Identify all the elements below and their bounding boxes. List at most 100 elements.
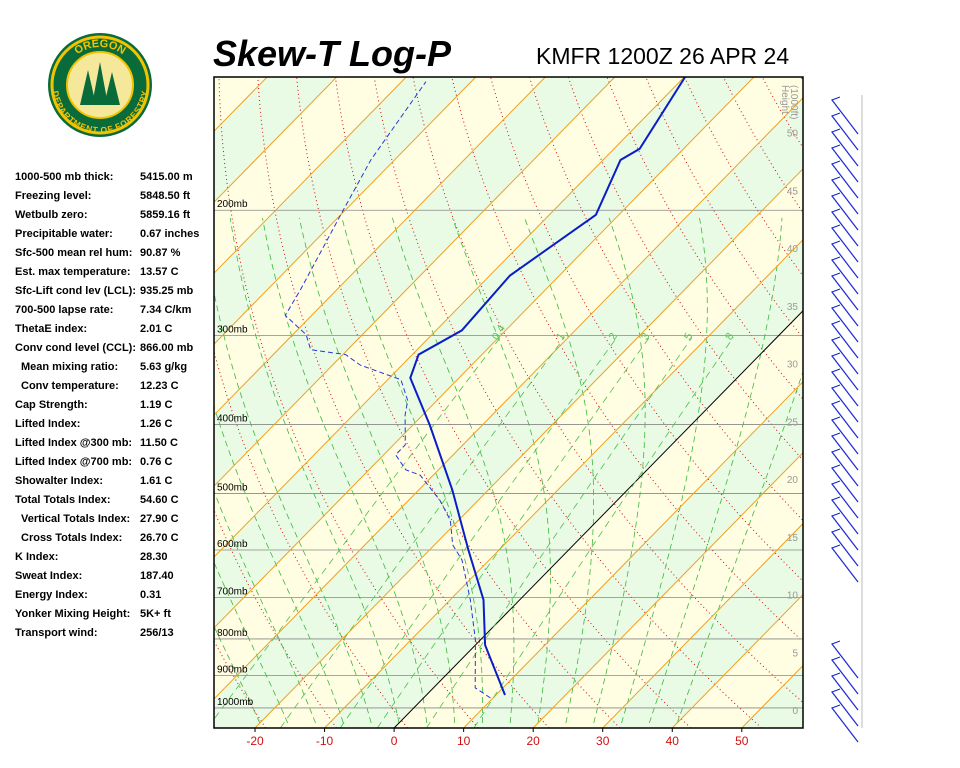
x-tick-label: 20 xyxy=(527,734,541,748)
wind-barb xyxy=(831,112,859,151)
stat-value: 1.19 C xyxy=(140,399,172,411)
mixing-ratio-line xyxy=(280,337,565,728)
isotherm-grid-line xyxy=(393,310,803,728)
stat-value: 256/13 xyxy=(140,627,174,639)
moist-adiabat xyxy=(341,217,484,724)
stat-value: 7.34 C/km xyxy=(140,304,192,316)
height-tick-label: 0 xyxy=(792,706,798,717)
y-tick-label: 700mb xyxy=(217,587,248,598)
y-tick-label: 200mb xyxy=(217,199,248,210)
wind-barb xyxy=(831,240,859,279)
moist-adiabat xyxy=(452,217,551,724)
stat-label: Est. max temperature: xyxy=(15,266,131,278)
stats-list: 1000-500 mb thick: 5415.00 m Freezing leve… xyxy=(15,171,199,639)
wind-barb xyxy=(831,704,859,743)
mixing-ratio-line xyxy=(214,337,501,720)
y-tick-label: 600mb xyxy=(217,539,248,550)
stat-label: Mean mixing ratio: xyxy=(21,361,118,373)
stat-label: Sfc-500 mean rel hum: xyxy=(15,247,132,259)
wind-barb xyxy=(831,272,859,311)
mixing-ratio-line xyxy=(339,337,618,728)
stat-value: 12.23 C xyxy=(140,380,179,392)
moist-adiabat xyxy=(392,217,515,724)
wind-barb xyxy=(831,544,859,583)
stat-value: 1.61 C xyxy=(140,475,172,487)
stat-label: Conv cond level (CCL): xyxy=(15,342,136,354)
logo-top: OREGON xyxy=(72,38,127,57)
dry-adiabat xyxy=(214,349,408,728)
stat-value: 5K+ ft xyxy=(140,608,171,620)
stat-label: Conv temperature: xyxy=(21,380,119,392)
wind-barb xyxy=(831,224,859,263)
logo-top-text: OREGON xyxy=(72,38,127,57)
stat-label: Cross Totals Index: xyxy=(21,532,122,544)
moist-adiabat xyxy=(214,290,372,724)
stat-label: Vertical Totals Index: xyxy=(21,513,130,525)
moist-adiabat xyxy=(214,490,316,724)
dry-adiabat xyxy=(879,77,960,728)
dry-adiabat xyxy=(528,77,803,522)
dry-adiabat xyxy=(840,77,960,728)
moist-adiabat xyxy=(298,217,455,724)
height-tick-label: 5 xyxy=(792,648,798,659)
wind-barb xyxy=(831,176,859,215)
wind-barb xyxy=(831,688,859,727)
stat-label: Wetbulb zero: xyxy=(15,209,88,221)
wind-barb xyxy=(831,448,859,487)
stat-label: Cap Strength: xyxy=(15,399,88,411)
moist-adiabat xyxy=(676,370,803,724)
moist-adiabat xyxy=(524,217,594,724)
isotherm-grid-line xyxy=(214,77,755,629)
height-tick-label: 45 xyxy=(787,186,799,197)
isotherm-grid-line xyxy=(214,77,477,345)
stat-value: 866.00 mb xyxy=(140,342,193,354)
stat-label: 1000-500 mb thick: xyxy=(15,171,113,183)
isotherm-grid-line xyxy=(214,97,803,700)
logo-tree xyxy=(92,62,108,105)
wind-barb xyxy=(831,128,859,167)
moist-adiabat xyxy=(621,217,708,724)
wind-barb xyxy=(831,640,859,679)
stat-value: 26.70 C xyxy=(140,532,179,544)
y-tick-label: 900mb xyxy=(217,664,248,675)
wind-barb xyxy=(831,384,859,423)
wind-barb xyxy=(831,528,859,567)
dewpoint-line xyxy=(284,81,491,699)
x-tick-label: 30 xyxy=(596,734,610,748)
stat-label: Sweat Index: xyxy=(15,570,82,582)
stat-label: ThetaE index: xyxy=(15,323,87,335)
y-tick-label: 400mb xyxy=(217,414,248,425)
x-tick-label: 40 xyxy=(666,734,680,748)
stat-label: Precipitable water: xyxy=(15,228,113,240)
stat-value: 5415.00 m xyxy=(140,171,193,183)
wind-barb xyxy=(831,288,859,327)
height-tick-label: 10 xyxy=(787,591,799,602)
wind-barb xyxy=(831,192,859,231)
stat-label: Yonker Mixing Height: xyxy=(15,608,130,620)
stat-value: 0.31 xyxy=(140,589,161,601)
x-tick-label: 50 xyxy=(735,734,749,748)
logo: OREGON DEPARTMENT OF FORESTRY xyxy=(48,33,152,137)
wind-barb xyxy=(831,336,859,375)
stat-label: Total Totals Index: xyxy=(15,494,111,506)
dry-adiabat xyxy=(917,77,960,728)
temp-band xyxy=(214,77,803,699)
stat-label: Lifted Index @300 mb: xyxy=(15,437,132,449)
mixing-ratio-label: 8 xyxy=(723,331,736,342)
mixing-ratio-label: 2 xyxy=(607,331,620,342)
y-tick-label: 800mb xyxy=(217,628,248,639)
stat-value: 0.76 C xyxy=(140,456,172,468)
chart-subtitle: KMFR 1200Z 26 APR 24 xyxy=(536,43,789,69)
moist-adiabat xyxy=(214,404,344,724)
isotherm-grid-line xyxy=(214,77,546,416)
x-tick-label: 10 xyxy=(457,734,471,748)
stat-value: 90.87 % xyxy=(140,247,181,259)
height-tick-label: 25 xyxy=(787,417,799,428)
height-axis-label: Height xyxy=(779,85,790,114)
wind-barb xyxy=(831,400,859,439)
wind-barb xyxy=(831,320,859,359)
y-tick-label: 1000mb xyxy=(217,697,254,708)
stat-label: Transport wind: xyxy=(15,627,98,639)
temp-band xyxy=(811,77,960,728)
